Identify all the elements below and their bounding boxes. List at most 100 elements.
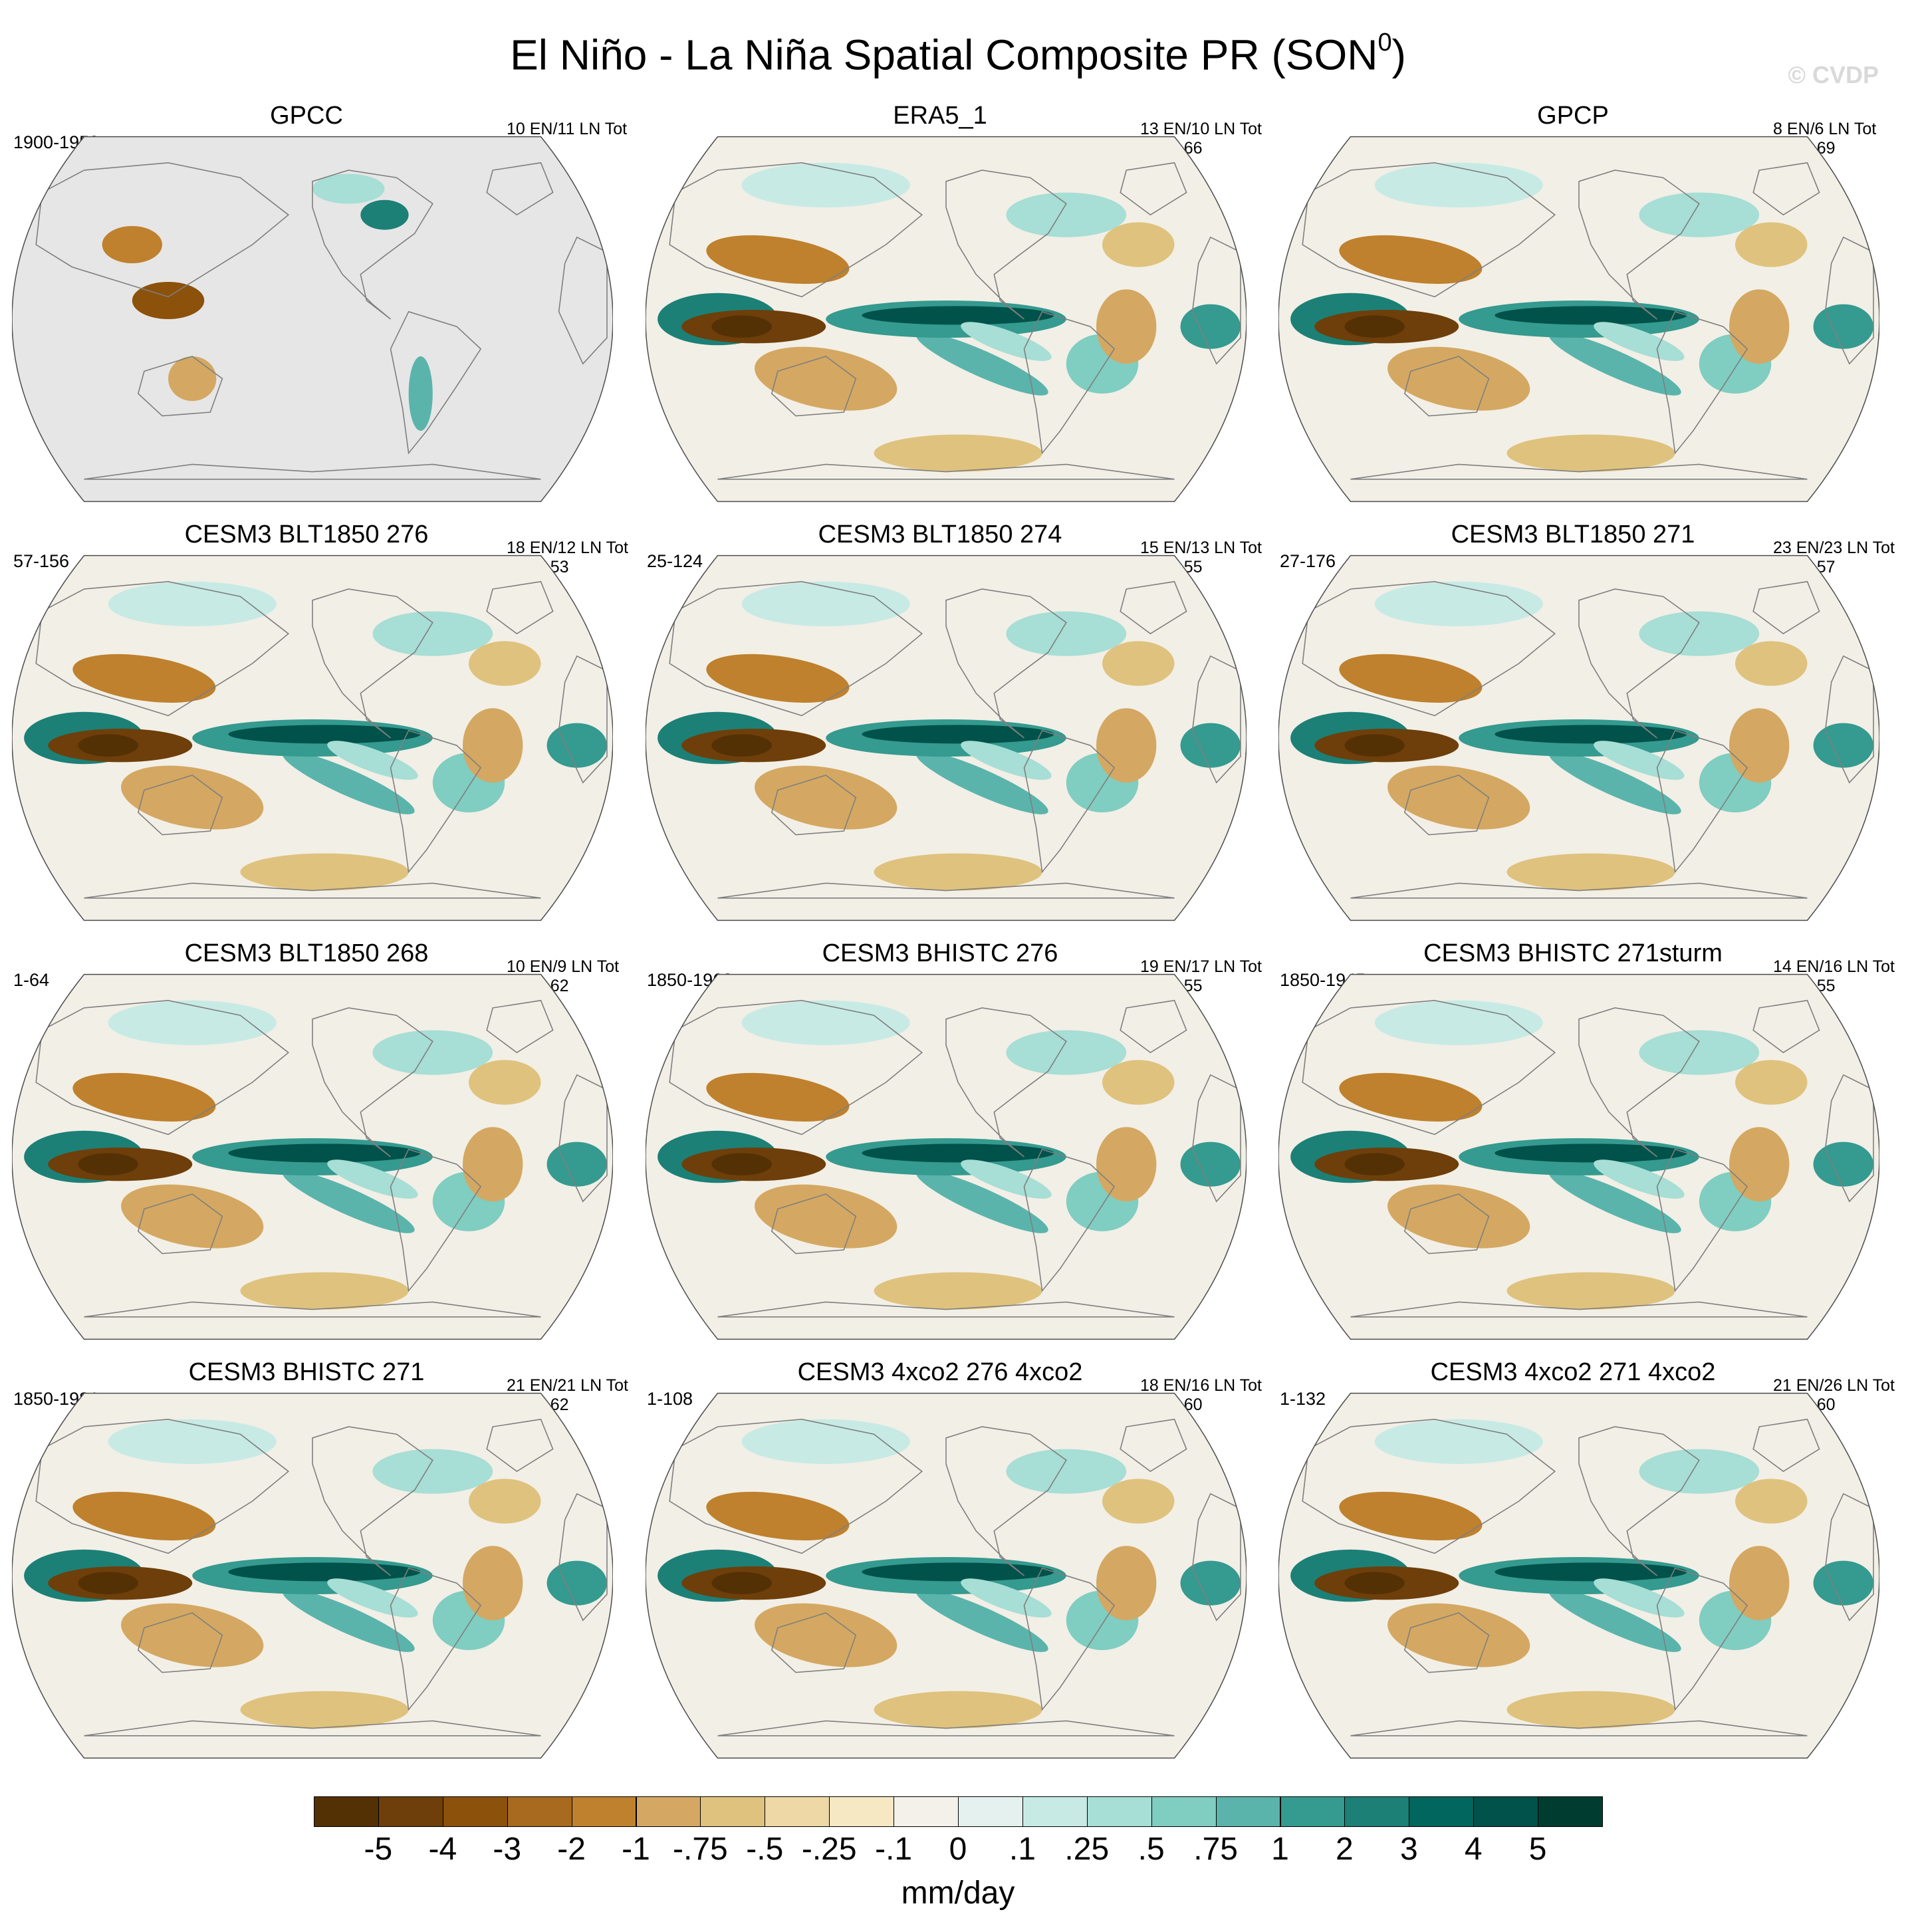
wet-anomaly <box>1006 611 1127 656</box>
colorbar-box <box>442 1796 508 1827</box>
panel-years: 1-132 <box>1280 1389 1326 1409</box>
panel-title: CESM3 BHISTC 271sturm <box>1423 939 1723 967</box>
continent-outline <box>390 310 482 455</box>
dry-anomaly <box>469 641 541 686</box>
colorbar-box <box>1538 1796 1603 1827</box>
continent-outline <box>1120 999 1187 1054</box>
dry-anomaly <box>1344 1153 1405 1175</box>
dry-anomaly <box>874 434 1042 472</box>
map-panel: CESM3 4xco2 271 4xco2 1-132 21 EN/26 LN To… <box>1266 1257 1895 1759</box>
wet-anomaly <box>1180 1142 1241 1187</box>
map-border <box>1278 136 1879 503</box>
dry-anomaly <box>1729 708 1790 783</box>
continent-outline <box>312 1426 433 1576</box>
world-map <box>646 136 1247 503</box>
wet-anomaly <box>282 1588 415 1652</box>
colorbar-tick-label: 2 <box>1336 1832 1354 1867</box>
wet-anomaly <box>1180 723 1241 768</box>
figure-title: El Niño - La Niña Spatial Composite PR (… <box>0 20 1916 81</box>
dry-anomaly <box>1506 853 1675 891</box>
continent-outline <box>669 162 923 298</box>
panel-title: CESM3 BHISTC 276 <box>822 939 1058 967</box>
panel-event-count: 23 EN/23 LN Tot <box>1773 539 1895 557</box>
continent-outline <box>312 588 433 739</box>
colorbar-tick-label: -.75 <box>673 1832 728 1867</box>
dry-anomaly <box>1735 641 1808 686</box>
world-map <box>646 554 1247 921</box>
precip-field <box>12 555 613 921</box>
dry-anomaly <box>469 1479 541 1524</box>
continent-outline <box>1752 999 1820 1054</box>
precip-field <box>646 555 1247 921</box>
continent-outline <box>1656 1567 1748 1711</box>
wet-anomaly <box>741 1419 910 1464</box>
dry-anomaly <box>1729 1546 1790 1621</box>
map-border <box>1278 554 1879 921</box>
continent-outline <box>84 1720 541 1737</box>
map-panel: CESM3 BHISTC 271sturm 1850-1945 14 EN/16 L… <box>1266 838 1895 1340</box>
panel-stats: 10 EN/11 LN Tot <box>507 120 627 139</box>
map-panel: CESM3 4xco2 276 4xco2 1-108 18 EN/16 LN To… <box>634 1257 1262 1759</box>
dry-anomaly <box>72 1072 216 1122</box>
precip-field <box>1278 555 1879 921</box>
map-border <box>646 1392 1247 1759</box>
wet-anomaly <box>228 725 421 744</box>
continent-outline <box>717 1720 1175 1737</box>
wet-anomaly <box>1594 741 1685 780</box>
dry-anomaly <box>874 1272 1042 1310</box>
wet-anomaly <box>1495 306 1687 325</box>
dry-anomaly <box>755 765 898 830</box>
wet-anomaly <box>546 723 607 768</box>
dry-anomaly <box>711 1153 772 1175</box>
world-map <box>1278 1392 1879 1759</box>
dry-anomaly <box>1344 315 1405 338</box>
continent-outline <box>1350 1301 1808 1318</box>
dry-anomaly <box>706 654 850 703</box>
continent-outline <box>1578 1007 1700 1157</box>
wet-anomaly <box>108 1419 277 1464</box>
colorbar-box <box>378 1796 443 1827</box>
wet-anomaly <box>282 1169 415 1233</box>
wet-anomaly <box>327 741 418 780</box>
continent-outline <box>771 356 857 417</box>
continent-outline <box>1302 580 1556 717</box>
dry-anomaly <box>72 654 216 703</box>
continent-outline <box>1350 882 1808 899</box>
world-map <box>12 554 613 921</box>
panel-years: 25-124 <box>647 551 703 571</box>
wet-anomaly <box>741 162 910 207</box>
dry-anomaly <box>1096 1546 1157 1621</box>
wet-anomaly <box>408 356 433 431</box>
panel-event-count: 13 EN/10 LN Tot <box>1140 120 1262 138</box>
precip-field <box>1278 1393 1879 1758</box>
wet-anomaly <box>1639 1449 1760 1494</box>
world-map <box>12 136 613 503</box>
continent-outline <box>945 588 1067 739</box>
map-border <box>12 136 613 503</box>
dry-anomaly <box>102 226 162 263</box>
colorbar-box <box>958 1796 1023 1827</box>
panel-event-count: 19 EN/17 LN Tot <box>1140 957 1262 976</box>
continent-outline <box>486 1418 554 1473</box>
wet-anomaly <box>1374 1419 1543 1464</box>
wet-anomaly <box>1594 1159 1685 1199</box>
precip-field <box>12 1393 613 1758</box>
panel-years: 27-176 <box>1280 551 1336 571</box>
precip-field <box>12 974 613 1340</box>
dry-anomaly <box>463 1127 523 1202</box>
continent-outline <box>1656 729 1748 874</box>
wet-anomaly <box>1548 332 1681 396</box>
world-map <box>1278 554 1879 921</box>
map-panel: ERA5_113 EN/10 LN Totr=0.66 <box>634 0 1262 503</box>
wet-anomaly <box>862 1144 1054 1163</box>
continent-outline <box>1752 1418 1820 1473</box>
continent-outline <box>717 1301 1175 1318</box>
continent-outline <box>945 1426 1067 1576</box>
world-map <box>646 1392 1247 1759</box>
panel-event-count: 18 EN/12 LN Tot <box>507 539 628 557</box>
wet-anomaly <box>741 1000 910 1045</box>
continent-outline <box>35 162 290 298</box>
panel-title: CESM3 BLT1850 271 <box>1451 521 1695 548</box>
